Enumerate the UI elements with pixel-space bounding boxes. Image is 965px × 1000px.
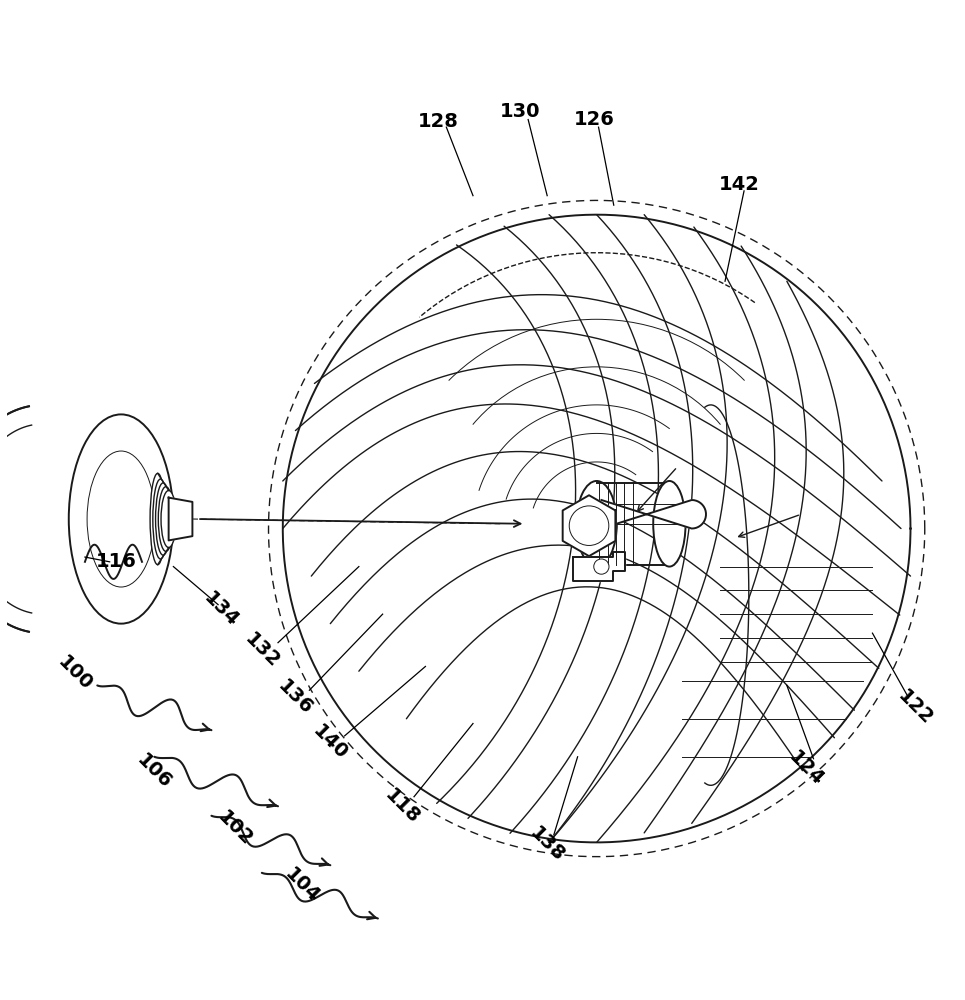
Circle shape [593,559,609,574]
Text: 106: 106 [133,750,176,792]
Polygon shape [169,498,192,540]
Ellipse shape [576,481,617,567]
Text: 116: 116 [96,552,137,571]
Ellipse shape [155,483,171,555]
Text: 100: 100 [54,652,96,694]
Text: 132: 132 [240,629,283,671]
Text: 118: 118 [380,785,423,827]
Text: 128: 128 [418,112,459,131]
Text: 122: 122 [895,686,936,729]
Text: 136: 136 [274,677,317,719]
Text: 124: 124 [785,747,827,789]
Ellipse shape [69,414,174,624]
Ellipse shape [152,479,168,559]
Circle shape [569,506,609,545]
Text: 102: 102 [214,807,257,849]
Text: 140: 140 [309,721,351,764]
Polygon shape [601,500,706,529]
Polygon shape [573,552,625,581]
Text: 104: 104 [281,864,323,906]
Text: 130: 130 [500,102,540,121]
Text: 138: 138 [526,823,568,865]
Ellipse shape [158,487,174,551]
Ellipse shape [161,490,177,548]
Text: 134: 134 [200,588,242,631]
Ellipse shape [653,481,685,567]
Text: 126: 126 [574,110,615,129]
Text: 142: 142 [719,175,759,194]
Ellipse shape [151,473,165,565]
Polygon shape [563,495,616,556]
